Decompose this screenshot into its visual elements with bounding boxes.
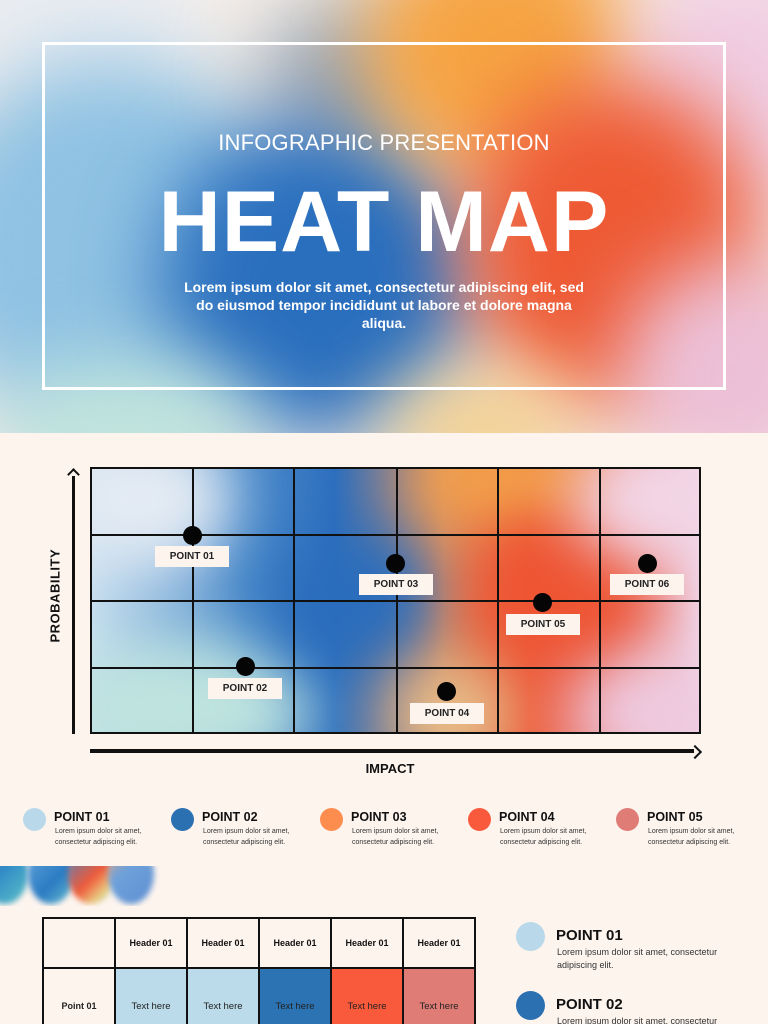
legend-title: POINT 04	[499, 810, 555, 824]
table-header-row: Header 01 Header 01 Header 01 Header 01 …	[42, 917, 476, 969]
data-point-05[interactable]	[533, 593, 552, 612]
legend-desc: Lorem ipsum dolor sit amet, consectetur …	[203, 828, 290, 846]
table-header-cell: Header 01	[186, 917, 260, 969]
side-legend-desc: Lorem ipsum dolor sit amet, consectetur …	[557, 1016, 718, 1024]
table-header-cell: Header 01	[402, 917, 476, 969]
table-cell: Text here	[258, 967, 332, 1024]
grid-line	[92, 600, 699, 602]
color-swatch-icon	[23, 808, 46, 831]
color-swatch-icon	[320, 808, 343, 831]
color-swatch-icon	[616, 808, 639, 831]
legend-title: POINT 05	[647, 810, 703, 824]
table-cell: Text here	[114, 967, 188, 1024]
decorative-blobs	[0, 866, 160, 906]
x-axis-line	[90, 749, 694, 753]
hero-frame	[42, 42, 726, 390]
table-cell: Text here	[402, 967, 476, 1024]
data-point-01[interactable]	[183, 526, 202, 545]
table-header-cell: Header 01	[330, 917, 404, 969]
legend-desc: Lorem ipsum dolor sit amet, consectetur …	[500, 828, 587, 846]
color-swatch-icon	[468, 808, 491, 831]
point-label: POINT 06	[610, 574, 684, 595]
point-label: POINT 01	[155, 546, 229, 567]
point-label: POINT 04	[410, 703, 484, 724]
legend-title: POINT 03	[351, 810, 407, 824]
table-header-cell: Header 01	[258, 917, 332, 969]
point-label: POINT 03	[359, 574, 433, 595]
table-cell: Text here	[330, 967, 404, 1024]
grid-line	[92, 534, 699, 536]
legend-desc: Lorem ipsum dolor sit amet, consectetur …	[352, 828, 439, 846]
data-point-02[interactable]	[236, 657, 255, 676]
side-legend-desc: Lorem ipsum dolor sit amet, consectetur …	[557, 947, 718, 970]
heatmap-chart: POINT 01 POINT 02 POINT 03 POINT 04 POIN…	[90, 467, 701, 734]
y-axis-line	[72, 476, 75, 734]
hero-banner: INFOGRAPHIC PRESENTATION HEAT MAP Lorem …	[0, 0, 768, 433]
arrow-right-icon	[690, 745, 702, 757]
legend: POINT 01 Lorem ipsum dolor sit amet, con…	[0, 806, 768, 852]
hero-subtitle: INFOGRAPHIC PRESENTATION	[218, 130, 550, 155]
hero-title: HEAT MAP	[158, 174, 610, 270]
legend-desc: Lorem ipsum dolor sit amet, consectetur …	[55, 828, 142, 846]
data-table: Header 01 Header 01 Header 01 Header 01 …	[42, 917, 476, 1024]
side-legend-title: POINT 02	[556, 996, 623, 1013]
y-axis-label: PROBABILITY	[47, 548, 63, 643]
side-legend-title: POINT 01	[556, 927, 623, 944]
grid-line	[92, 667, 699, 669]
data-point-03[interactable]	[386, 554, 405, 573]
point-label: POINT 05	[506, 614, 580, 635]
legend-title: POINT 01	[54, 810, 110, 824]
legend-title: POINT 02	[202, 810, 258, 824]
table-header-cell	[42, 917, 116, 969]
data-point-04[interactable]	[437, 682, 456, 701]
table-row-label: Point 01	[42, 967, 116, 1024]
color-swatch-icon	[171, 808, 194, 831]
table-cell: Text here	[186, 967, 260, 1024]
legend-desc: Lorem ipsum dolor sit amet, consectetur …	[648, 828, 735, 846]
point-label: POINT 02	[208, 678, 282, 699]
table-row: Point 01 Text here Text here Text here T…	[42, 967, 476, 1024]
arrow-up-icon	[67, 470, 80, 480]
color-swatch-icon	[516, 922, 545, 951]
table-header-cell: Header 01	[114, 917, 188, 969]
hero-description: Lorem ipsum dolor sit amet, consectetur …	[184, 279, 584, 331]
data-point-06[interactable]	[638, 554, 657, 573]
x-axis-label: IMPACT	[365, 761, 415, 776]
color-swatch-icon	[516, 991, 545, 1020]
